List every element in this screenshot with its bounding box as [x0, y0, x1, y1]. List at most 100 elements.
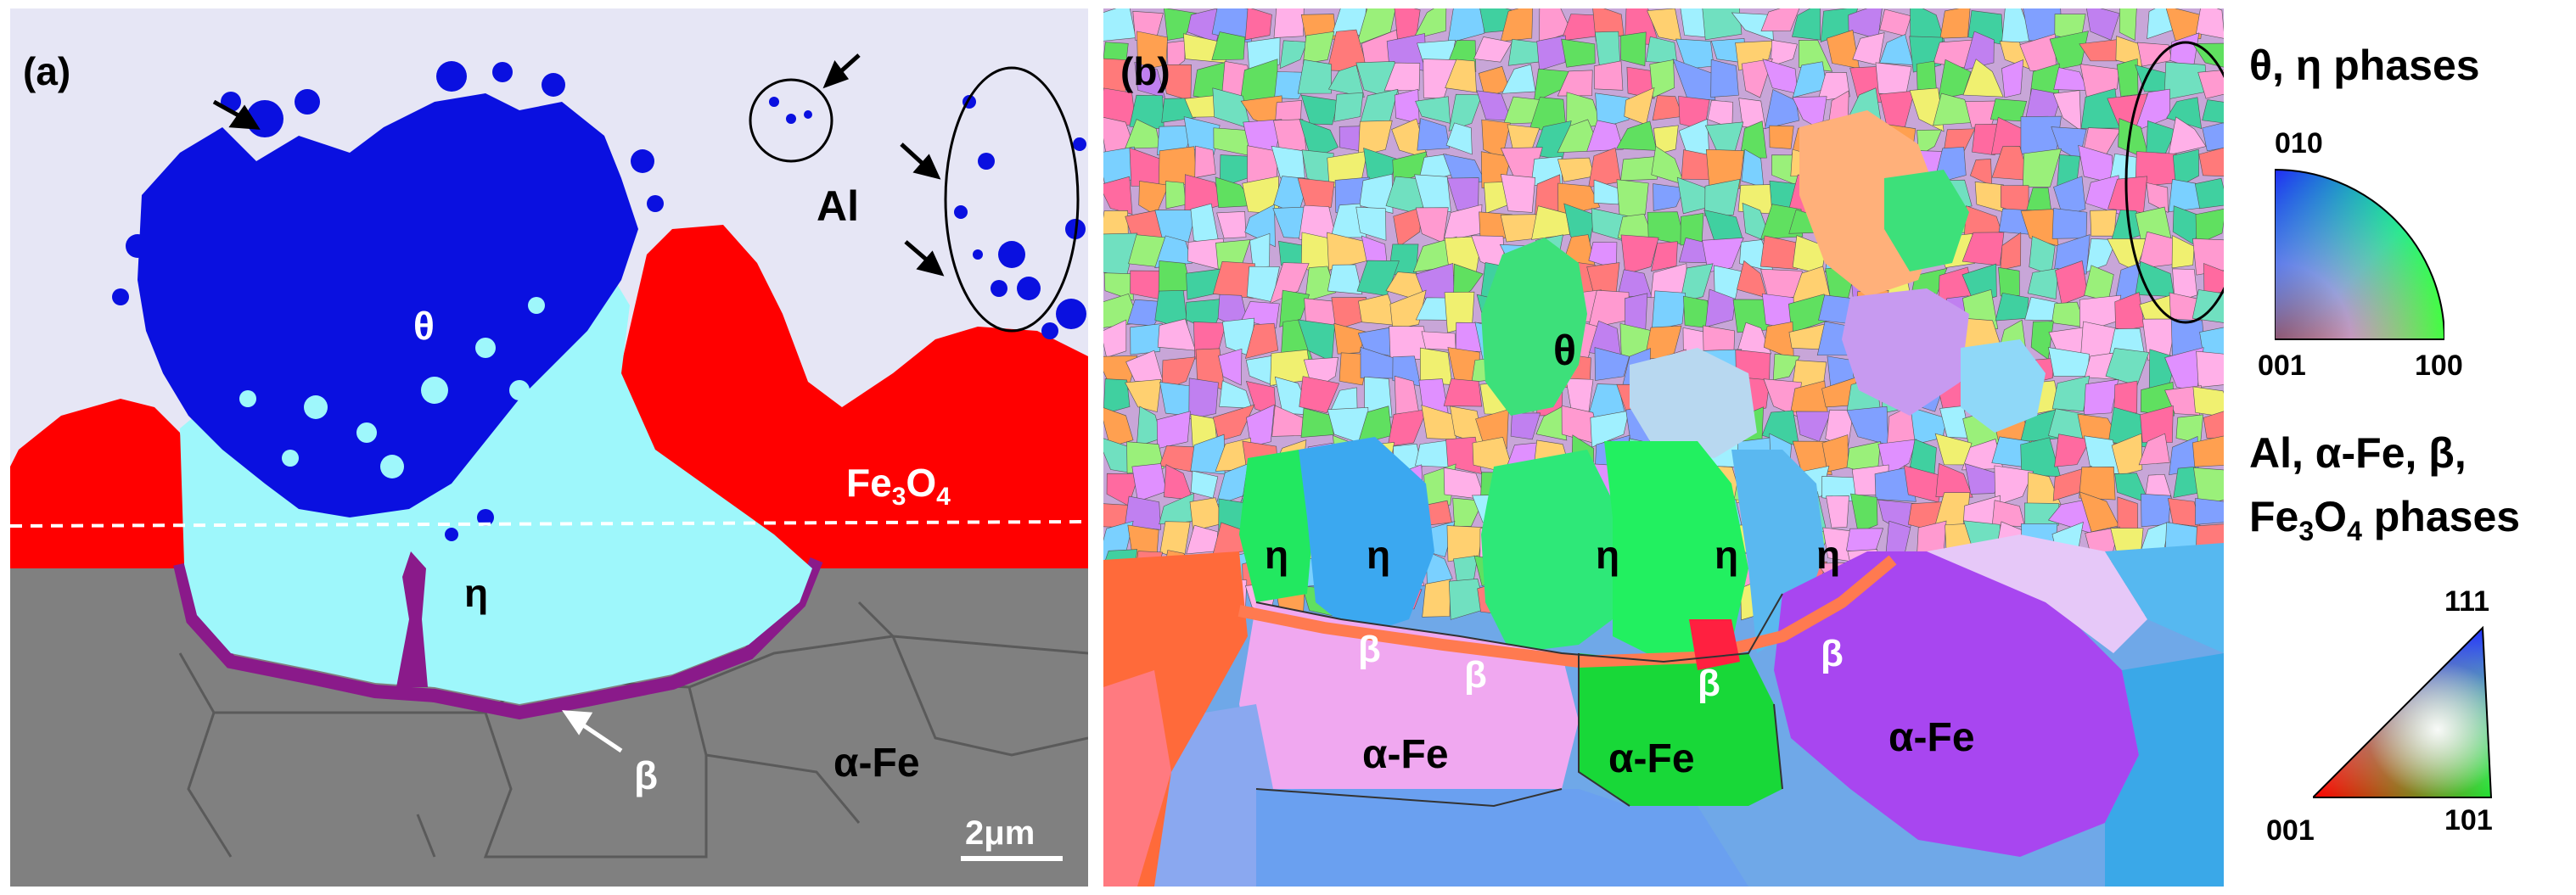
mosaic-grain	[1271, 145, 1305, 179]
mosaic-grain	[2000, 232, 2022, 271]
mosaic-grain	[1590, 410, 1630, 448]
legend-quarter-circle-key	[2275, 168, 2444, 340]
mosaic-grain	[1394, 88, 1420, 125]
mosaic-grain	[1194, 145, 1216, 178]
mosaic-grain	[2141, 493, 2171, 528]
mosaic-grain	[2023, 148, 2062, 187]
mosaic-grain	[1850, 493, 1878, 534]
mosaic-grain	[1910, 8, 1945, 43]
mosaic-grain	[2202, 122, 2224, 152]
mosaic-grain	[1414, 174, 1451, 212]
mosaic-grain	[1327, 64, 1365, 98]
mosaic-grain	[2001, 59, 2024, 98]
theta-region	[112, 61, 1086, 541]
mosaic-grain	[1962, 59, 2004, 98]
mosaic-grain	[2192, 289, 2224, 323]
label-beta-4: β	[1821, 633, 1844, 674]
mosaic-grain	[1443, 378, 1483, 407]
mosaic-grain	[2203, 263, 2224, 294]
mosaic-grain	[1212, 404, 1255, 442]
legend-top-tick-001: 001	[2258, 350, 2306, 382]
mosaic-grain	[2140, 405, 2174, 443]
marker-ellipse	[2124, 41, 2224, 324]
mosaic-grain	[1760, 8, 1800, 31]
mosaic-grain	[1422, 579, 1451, 618]
mosaic-grain	[1619, 31, 1647, 66]
mosaic-grain	[2192, 386, 2224, 417]
mosaic-grain	[1741, 58, 1773, 98]
mosaic-grain	[2195, 208, 2224, 245]
mosaic-grain	[1964, 463, 2005, 495]
legend-bottom-tick-101: 101	[2444, 804, 2493, 836]
mosaic-grain	[1269, 262, 1310, 305]
mosaic-grain	[1649, 59, 1675, 98]
mosaic-grain	[2027, 472, 2062, 505]
mosaic-grain	[2138, 433, 2170, 466]
mosaic-grain	[1798, 39, 1833, 72]
mosaic-grain	[1279, 40, 1308, 70]
mosaic-grain	[1188, 378, 1219, 420]
mosaic-grain	[1425, 551, 1453, 587]
mosaic-grain	[1103, 8, 1136, 42]
mosaic-grain	[1939, 8, 1971, 39]
label-beta-2: β	[1464, 654, 1487, 696]
mosaic-grain	[1393, 207, 1422, 248]
mosaic-grain	[1792, 440, 1832, 475]
label-theta: θ	[1553, 327, 1576, 374]
mosaic-grain	[1616, 179, 1649, 219]
eta-region	[180, 263, 812, 704]
mosaic-grain	[2198, 147, 2224, 176]
legend-top-title: θ, η phases	[2249, 42, 2480, 89]
mosaic-grain	[1998, 266, 2020, 297]
mosaic-grain	[1103, 319, 1127, 358]
mosaic-grain	[1327, 264, 1363, 295]
mosaic-grain	[1212, 260, 1255, 299]
mosaic-grain	[1500, 174, 1536, 213]
panel-a-phase-map: (a) Al θ η Fe3O4 β α-Fe 2μm	[9, 8, 1089, 887]
mosaic-grain	[2193, 467, 2224, 507]
mosaic-grain	[1593, 60, 1624, 91]
panel-b-orientation-map: (b) θ η η η η η β β β β α-Fe α-Fe α-Fe	[1103, 8, 2224, 887]
mosaic-grain	[1557, 70, 1593, 97]
beta-arrow	[562, 710, 623, 753]
mosaic-grain	[1300, 94, 1339, 126]
mosaic-grain	[2116, 58, 2139, 98]
legend-triangle-key	[2313, 625, 2493, 798]
mosaic-grain	[1359, 173, 1394, 214]
mosaic-grain	[1826, 495, 1849, 529]
mosaic-grain	[2196, 350, 2224, 388]
mosaic-grain	[1134, 61, 1165, 98]
mosaic-grain	[1507, 38, 1542, 66]
label-eta-1: η	[1265, 533, 1288, 577]
label-eta-2: η	[1367, 533, 1390, 577]
mosaic-grain	[1333, 322, 1367, 355]
mosaic-grain	[2192, 238, 2224, 276]
beta-spike	[396, 551, 428, 687]
legend-bottom-title-line1: Al, α-Fe, β,	[2249, 429, 2467, 477]
mosaic-grain	[2111, 433, 2143, 477]
mosaic-grain	[1792, 8, 1821, 41]
mosaic-grain	[2083, 378, 2119, 416]
mosaic-grain	[1705, 148, 1744, 189]
mosaic-grain	[1651, 290, 1686, 331]
mosaic-grain	[1765, 89, 1800, 129]
mosaic-grain	[2172, 148, 2199, 188]
mosaic-grain	[1244, 322, 1279, 359]
mosaic-grain	[1963, 31, 1995, 71]
mosaic-grain	[1244, 8, 1272, 41]
mosaic-grain	[1421, 331, 1456, 350]
mosaic-grain	[1702, 8, 1743, 41]
mosaic-grain	[1651, 241, 1678, 271]
mosaic-grain	[1452, 497, 1484, 527]
mosaic-grain	[2175, 414, 2203, 445]
mosaic-grain	[2023, 502, 2060, 529]
mosaic-grain	[1595, 92, 1630, 130]
mosaic-grain	[1448, 93, 1483, 131]
mosaic-grain	[2202, 99, 2224, 124]
legend-bottom-tick-111: 111	[2444, 585, 2489, 618]
scale-bar-label: 2μm	[965, 814, 1035, 852]
mosaic-grain	[1620, 155, 1658, 182]
marker-ellipse	[944, 66, 1080, 333]
grain-boundary-lines	[1255, 593, 1783, 808]
mosaic-grain	[1705, 288, 1736, 327]
